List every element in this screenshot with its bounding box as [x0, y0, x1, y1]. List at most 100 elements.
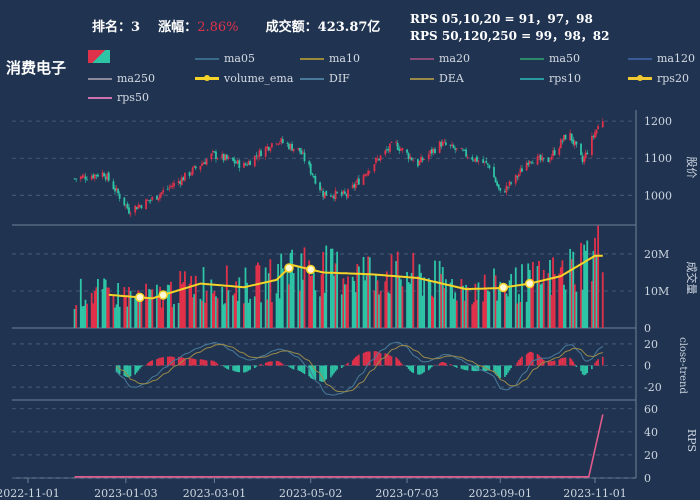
legend-item-ma50[interactable]: ma50	[520, 52, 580, 65]
macd-hist-bar	[179, 357, 182, 366]
legend-swatch	[628, 75, 652, 81]
macd-hist-bar	[421, 365, 424, 374]
legend-item-volume_ema[interactable]: volume_ema	[195, 72, 293, 85]
macd-hist-bar	[510, 365, 512, 369]
candle-body	[353, 184, 356, 188]
candle-body	[399, 149, 402, 151]
volume-bar	[204, 302, 206, 328]
macd-hist-bar	[376, 351, 379, 366]
volume-bar	[244, 267, 247, 328]
macd-hist-bar	[347, 362, 349, 366]
volume-bar	[159, 286, 161, 328]
legend-item-ma120[interactable]: ma120	[628, 52, 695, 65]
legend-item-ma10[interactable]: ma10	[300, 52, 360, 65]
macd-hist-bar	[483, 365, 486, 372]
macd-hist-bar	[227, 365, 230, 370]
volume-bar	[323, 292, 326, 328]
candle-body	[368, 171, 371, 173]
volume-bar	[247, 302, 250, 328]
candle-body	[471, 157, 474, 160]
macd-hist-bar	[345, 364, 348, 366]
candle-body	[115, 187, 118, 191]
volume-bar	[303, 247, 306, 328]
volume-bar	[452, 298, 455, 328]
volume-bar	[378, 294, 380, 328]
volume-bar	[550, 295, 553, 328]
rps-tick-label: 60	[644, 403, 658, 416]
candle-body	[292, 148, 295, 152]
macd-hist-bar	[320, 365, 323, 382]
macd-hist-bar	[368, 351, 371, 366]
candle-body	[148, 200, 151, 202]
macd-axis-label: close-trend	[677, 337, 688, 394]
candle-body	[418, 161, 421, 166]
candle-body	[375, 158, 377, 163]
macd-hist-bar	[438, 363, 441, 366]
candle-body	[260, 150, 262, 157]
macd-hist-bar	[375, 351, 377, 366]
volume-bar	[395, 261, 398, 328]
volume-bar	[496, 300, 499, 328]
candle-body	[333, 196, 335, 199]
macd-hist-bar	[322, 365, 324, 382]
legend-item-rps50[interactable]: rps50	[88, 91, 149, 104]
candle-body	[581, 155, 584, 162]
candle-body	[177, 180, 180, 184]
volume-bar	[594, 237, 596, 328]
candle-body	[128, 207, 130, 214]
macd-hist-bar	[493, 365, 495, 373]
macd-hist-bar	[168, 356, 171, 366]
macd-hist-bar	[465, 365, 467, 371]
volume-bar	[194, 275, 197, 328]
candle-body	[117, 189, 119, 194]
macd-hist-bar	[586, 365, 589, 374]
candle-body	[233, 159, 236, 164]
candle-body	[367, 170, 370, 176]
volume-bar	[357, 266, 360, 328]
volume-bar	[553, 274, 556, 328]
candle-body	[376, 158, 379, 160]
macd-hist-bar	[182, 357, 185, 366]
x-tick-label: 2023-11-01	[563, 487, 626, 500]
volume-bar	[573, 284, 576, 328]
candle-body	[514, 174, 517, 184]
candle-body	[455, 148, 458, 150]
macd-hist-bar	[452, 365, 455, 367]
macd-hist-bar	[390, 356, 393, 366]
legend-item-ma20[interactable]: ma20	[410, 52, 470, 65]
candle-body	[507, 186, 509, 188]
volume-bar	[514, 267, 517, 328]
macd-hist-bar	[271, 361, 273, 366]
macd-hist-bar	[210, 360, 213, 366]
macd-hist-bar	[188, 358, 191, 366]
volume-bar	[516, 303, 519, 328]
candle-body	[297, 148, 300, 150]
candle-body	[521, 168, 523, 172]
legend-item-rps20[interactable]: rps20	[628, 72, 689, 85]
legend-item-DIF[interactable]: DIF	[300, 72, 350, 85]
rps-line-2: RPS 50,120,250 = 99，98，82	[410, 29, 610, 43]
change-label: 涨幅：	[158, 20, 198, 35]
volume-bar	[331, 248, 334, 328]
candle-body	[215, 151, 217, 159]
legend-item-rps10[interactable]: rps10	[520, 72, 581, 85]
candle-body	[156, 195, 158, 200]
candle-body	[601, 121, 604, 128]
candle-body	[427, 154, 430, 160]
candle-body	[586, 152, 589, 155]
candle-body	[236, 159, 239, 164]
volume-bar	[494, 275, 497, 328]
macd-hist-bar	[580, 365, 582, 372]
legend-item-ma05[interactable]: ma05	[195, 52, 255, 65]
volume-bar	[291, 249, 293, 328]
macd-hist-bar	[302, 365, 304, 374]
macd-hist-bar	[334, 365, 337, 372]
macd-hist-bar	[597, 359, 599, 366]
candle-body	[280, 138, 283, 143]
volume-bar	[224, 303, 227, 328]
macd-hist-bar	[258, 364, 261, 366]
legend-item-DEA[interactable]: DEA	[410, 72, 464, 85]
legend-item-ma250[interactable]: ma250	[88, 72, 155, 85]
candle-body	[330, 195, 332, 197]
volume-bar	[312, 272, 315, 328]
